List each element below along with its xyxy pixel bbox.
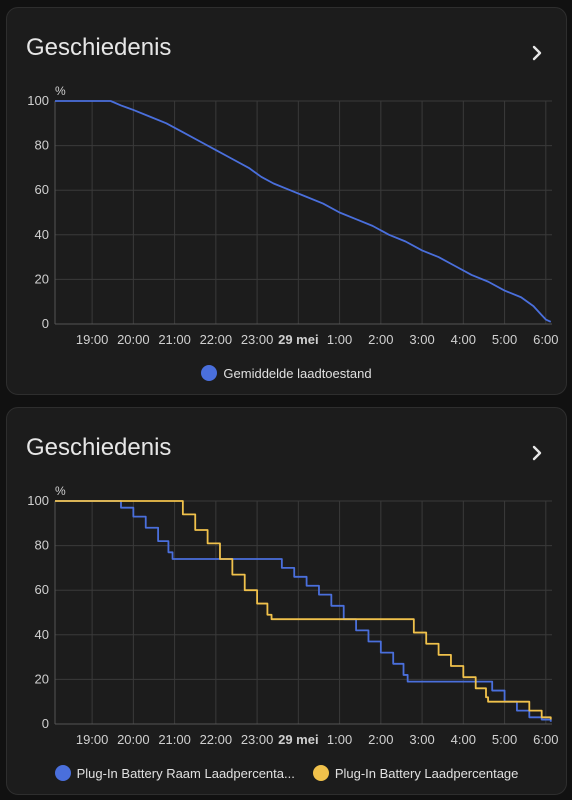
legend-swatch [54,765,71,781]
y-tick-label: 20 [35,271,49,286]
series-line [55,500,552,720]
legend: Plug-In Battery Raam Laadpercenta... Plu… [7,765,566,781]
legend-swatch [312,765,329,781]
x-tick-label: 6:00 [533,732,558,747]
legend-item[interactable]: Plug-In Battery Raam Laadpercenta... [54,765,295,781]
x-tick-label: 29 mei [278,732,318,747]
x-tick-label: 23:00 [241,332,274,347]
card-title: Geschiedenis [26,34,172,61]
x-tick-label: 2:00 [368,332,393,347]
x-tick-label: 4:00 [451,732,476,747]
y-tick-label: 80 [35,138,49,153]
legend-swatch [201,365,218,381]
y-tick-label: 0 [42,716,49,731]
x-tick-label: 21:00 [158,332,191,347]
x-tick-label: 19:00 [76,732,109,747]
x-tick-label: 3:00 [409,332,434,347]
x-tick-label: 6:00 [533,332,558,347]
y-tick-label: 20 [35,671,49,686]
y-tick-label: 60 [35,582,49,597]
y-tick-label: 80 [35,538,49,553]
y-tick-label: 0 [42,316,49,331]
x-tick-label: 21:00 [158,732,191,747]
y-tick-label: 100 [27,493,49,508]
y-tick-label: 100 [27,93,49,108]
series-line [55,500,552,722]
x-tick-label: 22:00 [200,332,233,347]
x-tick-label: 2:00 [368,732,393,747]
legend: Gemiddelde laadtoestand [7,365,566,381]
legend-item[interactable]: Gemiddelde laadtoestand [201,365,372,381]
x-tick-label: 5:00 [492,732,517,747]
legend-item[interactable]: Plug-In Battery Laadpercentage [312,765,519,781]
card-title: Geschiedenis [26,434,172,461]
history-card-2: Geschiedenis 0 20 40 60 80 100 19:00 20:00 21:00… [6,407,567,795]
legend-label: Plug-In Battery Laadpercentage [334,765,519,781]
x-tick-label: 20:00 [117,332,150,347]
series-line [55,100,552,323]
unit-label: % [55,484,66,498]
x-tick-label: 1:00 [327,732,352,747]
x-tick-label: 29 mei [278,332,318,347]
x-tick-label: 19:00 [76,332,109,347]
unit-label: % [55,84,66,98]
chevron-right-icon[interactable] [526,42,548,64]
y-tick-label: 40 [35,627,49,642]
legend-label: Gemiddelde laadtoestand [223,365,372,381]
chevron-right-icon[interactable] [526,442,548,464]
chart-battery-plugins: 0 20 40 60 80 100 19:00 20:00 21:00 22:00 23:00 29 … [27,484,558,747]
x-tick-label: 5:00 [492,332,517,347]
x-tick-label: 4:00 [451,332,476,347]
y-tick-label: 60 [35,182,49,197]
x-tick-label: 22:00 [200,732,233,747]
x-tick-label: 23:00 [241,732,274,747]
x-tick-label: 3:00 [409,732,434,747]
chart-battery-average: 0 20 40 60 80 100 19:00 20:00 21:00 22:00 23:00 29 … [27,84,558,347]
y-tick-label: 40 [35,227,49,242]
history-card-1: Geschiedenis 0 20 40 60 80 100 19:00 20:00 21:00… [6,7,567,395]
x-tick-label: 20:00 [117,732,150,747]
x-tick-label: 1:00 [327,332,352,347]
legend-label: Plug-In Battery Raam Laadpercenta... [76,765,295,781]
